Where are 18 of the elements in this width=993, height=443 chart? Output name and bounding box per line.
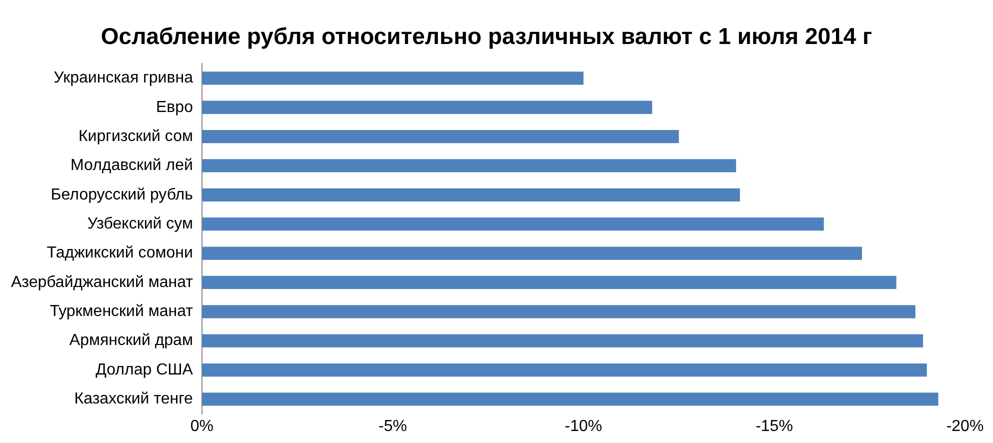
y-tick-label: Молдавский лей [70,157,193,174]
y-tick-label: Евро [156,98,194,116]
y-tick-label: Доллар США [96,361,194,378]
x-tick-label: 0% [190,418,214,435]
y-tick-label: Белорусский рубль [50,186,193,204]
y-tick-label: Казахский тенге [74,390,194,408]
y-tick-label: Таджикский сомони [46,244,193,262]
x-tick-label: -5% [378,418,407,435]
y-tick-label: Азербайджанский манат [10,274,194,291]
x-tick-label: -20% [946,418,984,435]
x-tick-label: -15% [756,418,793,435]
y-tick-label: Украинская гривна [54,70,194,87]
x-tick-label: -10% [564,418,602,435]
y-tick-label: Киргизский сом [78,128,193,145]
y-tick-label: Армянский драм [69,332,193,350]
y-tick-label: Туркменский манат [50,303,194,320]
y-tick-label: Узбекский сум [87,216,193,233]
chart-title: Ослабление рубля относительно различных валют с 1 июля 2014 г [100,23,872,50]
